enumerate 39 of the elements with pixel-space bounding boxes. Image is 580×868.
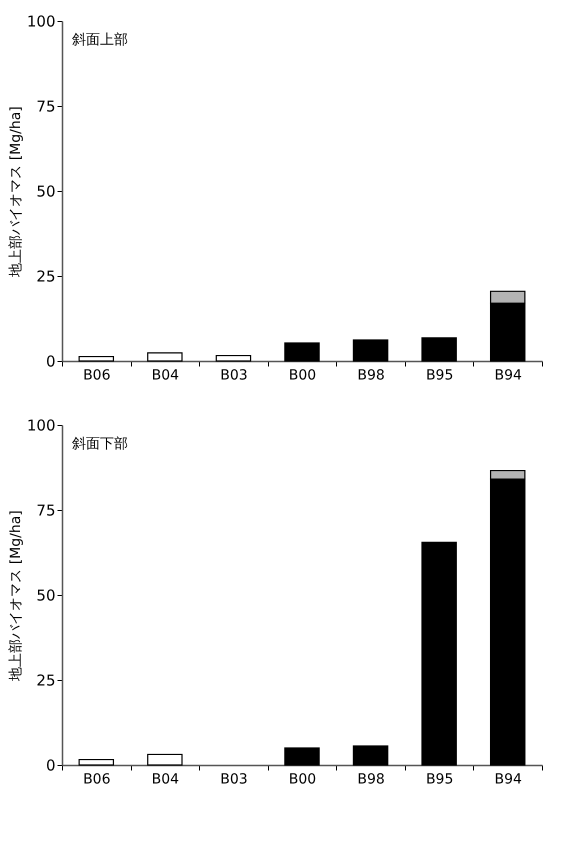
y-tick-label: 0 — [46, 756, 56, 774]
x-tick-label: B04 — [152, 772, 180, 788]
bar — [421, 542, 457, 766]
x-tick-label: B03 — [220, 368, 248, 384]
y-axis-title: 地上部バイオマス [Mg/ha] — [8, 106, 24, 278]
bar — [147, 754, 183, 766]
bar — [421, 337, 457, 362]
y-tick-label: 0 — [46, 352, 56, 370]
y-tick-label: 50 — [36, 182, 56, 200]
x-tick-label: B95 — [426, 368, 454, 384]
x-tick-label: B98 — [357, 772, 385, 788]
bar — [147, 352, 183, 362]
x-tick-label: B04 — [152, 368, 180, 384]
x-tick-label: B03 — [220, 772, 248, 788]
y-tick-label: 100 — [26, 12, 56, 30]
bar — [352, 745, 388, 766]
bar — [78, 356, 114, 362]
y-tick-label: 50 — [36, 586, 56, 604]
bar — [216, 354, 252, 362]
bar — [284, 747, 320, 766]
y-tick-label: 25 — [36, 268, 56, 286]
y-axis-title: 地上部バイオマス [Mg/ha] — [8, 510, 24, 682]
annotation: 斜面下部 — [72, 436, 128, 452]
bar — [78, 758, 114, 766]
x-tick-label: B98 — [357, 368, 385, 384]
x-tick-label: B06 — [83, 368, 111, 384]
annotation: 斜面上部 — [72, 32, 128, 48]
bar — [352, 339, 388, 362]
y-tick-label: 75 — [36, 98, 56, 116]
x-tick-label: B06 — [83, 772, 111, 788]
x-tick-label: B00 — [288, 772, 316, 788]
x-tick-label: B95 — [426, 772, 454, 788]
x-tick-label: B94 — [494, 368, 522, 384]
bar — [284, 342, 320, 362]
y-tick-label: 25 — [36, 672, 56, 690]
x-tick-label: B94 — [494, 772, 522, 788]
y-tick-label: 100 — [26, 416, 56, 434]
x-tick-label: B00 — [288, 368, 316, 384]
y-tick-label: 75 — [36, 502, 56, 520]
